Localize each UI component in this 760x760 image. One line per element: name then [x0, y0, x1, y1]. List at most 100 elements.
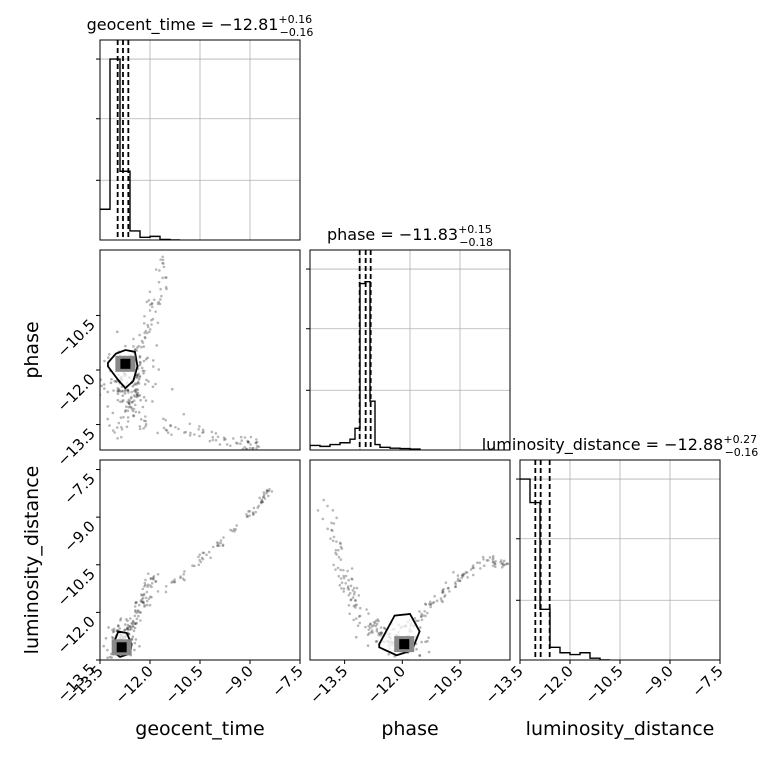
scatter-point [135, 376, 139, 379]
scatter-point [379, 632, 383, 635]
scatter-point [121, 394, 125, 397]
scatter-point [188, 434, 192, 437]
scatter-point [133, 348, 137, 351]
scatter-point [494, 565, 497, 569]
scatter-point [149, 595, 152, 598]
scatter-point [131, 385, 135, 388]
scatter-point [169, 424, 172, 428]
scatter-point [119, 400, 122, 404]
x-axis-label-geocent_time: geocent_time [135, 718, 264, 740]
scatter-point [138, 355, 142, 358]
scatter-point [166, 431, 170, 434]
scatter-point [387, 652, 391, 656]
scatter-point [219, 539, 223, 542]
scatter-point [426, 611, 429, 615]
scatter-point [337, 555, 341, 559]
scatter-point [339, 542, 342, 546]
scatter-point [131, 619, 135, 623]
x-tick-label: −7.5 [268, 662, 306, 700]
scatter-point [332, 535, 336, 539]
scatter-point [109, 381, 113, 385]
scatter-point [372, 623, 375, 627]
scatter-point [211, 438, 215, 442]
scatter-point [375, 629, 379, 633]
scatter-point [211, 545, 215, 549]
scatter-point [456, 579, 460, 583]
scatter-point [231, 529, 234, 533]
scatter-point [119, 618, 122, 622]
scatter-point [420, 612, 423, 616]
scatter-point [144, 583, 147, 587]
scatter-point [157, 368, 161, 371]
scatter-point [249, 453, 252, 456]
scatter-point [141, 587, 145, 591]
scatter-point [229, 444, 232, 448]
scatter-point [492, 561, 495, 564]
scatter-point [179, 576, 182, 580]
scatter-point [501, 563, 505, 567]
scatter-point [218, 443, 222, 446]
scatter-point [126, 409, 130, 413]
scatter-point [476, 561, 479, 565]
scatter-point [144, 357, 148, 361]
scatter-point [383, 627, 387, 630]
y-tick-label: −10.5 [54, 565, 99, 610]
scatter-point [154, 382, 157, 386]
scatter-point [431, 601, 435, 605]
scatter-point [232, 527, 236, 531]
scatter-point [106, 656, 109, 660]
scatter-point [424, 614, 427, 618]
scatter-point [137, 394, 140, 398]
scatter-point [150, 585, 153, 589]
scatter-point [116, 387, 119, 390]
scatter-point [131, 622, 134, 625]
scatter-point [461, 574, 465, 578]
scatter-point [133, 382, 137, 385]
scatter-point [211, 435, 215, 439]
scatter-point [332, 563, 335, 567]
scatter-point [144, 596, 148, 600]
scatter-point [144, 329, 148, 333]
scatter-point [336, 566, 340, 570]
scatter-point [135, 388, 138, 391]
scatter-point [494, 559, 497, 563]
scatter-point [117, 624, 120, 627]
scatter-point [132, 414, 136, 418]
scatter-point [102, 644, 105, 648]
scatter-point [454, 585, 458, 589]
scatter-point [137, 603, 141, 607]
scatter-point [133, 605, 137, 608]
scatter-point [456, 577, 460, 581]
scatter-point [144, 336, 147, 340]
scatter-point [183, 578, 186, 582]
scatter-point [142, 345, 146, 348]
scatter-point [344, 582, 348, 585]
scatter-point [123, 628, 127, 632]
scatter-point [104, 636, 108, 640]
scatter-point [349, 598, 352, 602]
scatter-point [493, 562, 497, 566]
scatter-point [164, 590, 168, 594]
scatter-phase-luminosity_distance [316, 498, 510, 660]
scatter-point [127, 405, 130, 409]
scatter-point [143, 335, 147, 339]
scatter-point [491, 564, 495, 568]
scatter-point [131, 409, 135, 413]
scatter-point [142, 359, 146, 363]
scatter-point [151, 400, 154, 403]
scatter-point [160, 294, 163, 298]
scatter-point [173, 580, 177, 584]
scatter-point [164, 584, 168, 588]
scatter-point [448, 590, 451, 593]
scatter-point [128, 405, 132, 408]
scatter-point [232, 437, 235, 440]
x-axis-label-luminosity_distance: luminosity_distance [526, 718, 715, 740]
scatter-point [440, 599, 443, 602]
scatter-point [135, 383, 138, 386]
scatter-point [106, 648, 109, 652]
scatter-point [331, 539, 335, 543]
scatter-point [125, 618, 128, 621]
scatter-point [126, 420, 130, 423]
scatter-point [125, 627, 129, 631]
scatter-point [112, 627, 116, 631]
